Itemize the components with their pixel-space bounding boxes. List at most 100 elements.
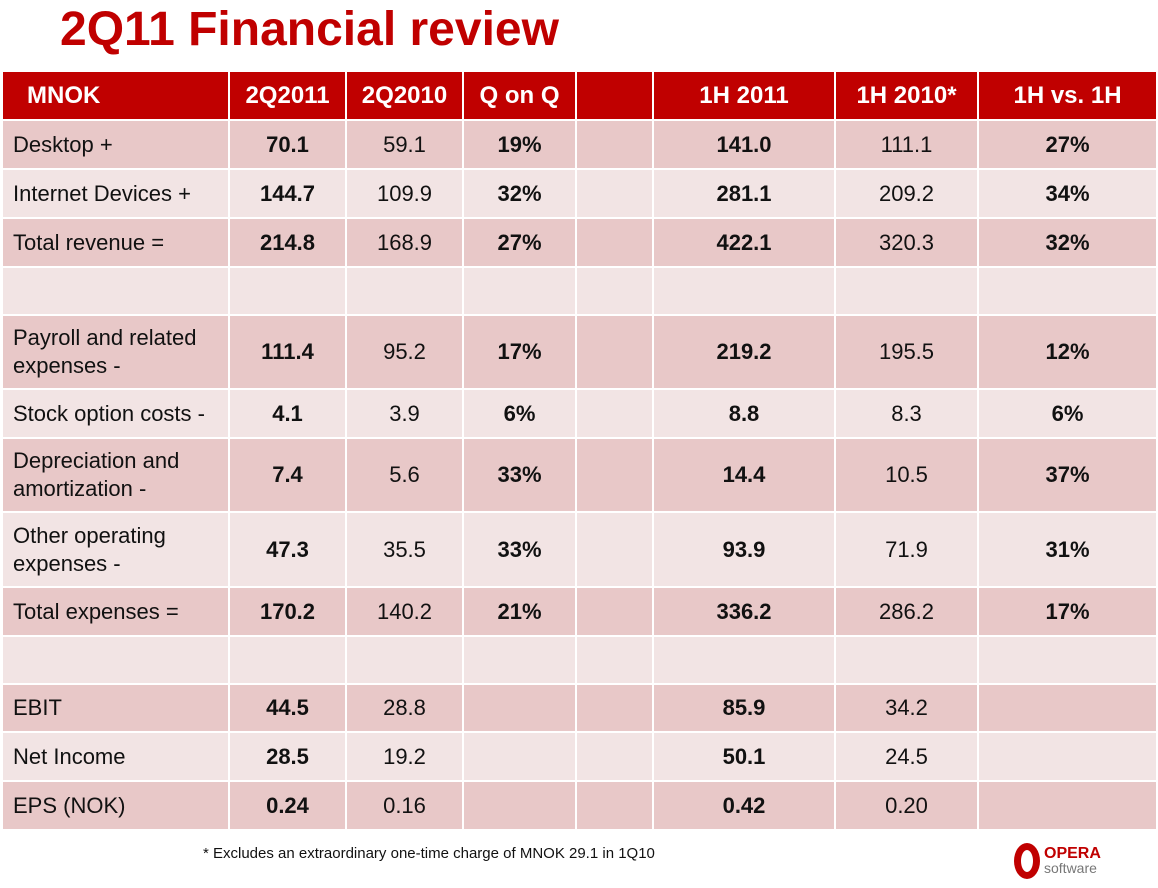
table-row: EPS (NOK) 0.24 0.16 0.42 0.20	[1, 780, 1158, 831]
table-cell: 34.2	[834, 683, 979, 733]
page-title: 2Q11 Financial review	[60, 3, 559, 56]
table-cell	[462, 266, 577, 316]
table-cell: 31%	[977, 511, 1158, 588]
table-cell: 6%	[462, 388, 577, 439]
table-cell	[575, 266, 654, 316]
table-cell: 0.42	[652, 780, 836, 831]
table-cell: 47.3	[228, 511, 347, 588]
table-cell: 8.3	[834, 388, 979, 439]
row-label: EPS (NOK)	[1, 780, 230, 831]
table-cell: 14.4	[652, 437, 836, 513]
table-cell	[575, 119, 654, 170]
table-row: Total expenses = 170.2 140.2 21% 336.2 286.2 1…	[1, 586, 1158, 637]
footnote: * Excludes an extraordinary one-time cha…	[203, 845, 655, 862]
table-cell: 85.9	[652, 683, 836, 733]
table-cell: 19.2	[345, 731, 464, 782]
row-label: Net Income	[1, 731, 230, 782]
table-cell: 70.1	[228, 119, 347, 170]
table-cell	[977, 731, 1158, 782]
column-header: Q on Q	[462, 70, 577, 121]
opera-logo: OPERA software	[1014, 843, 1101, 879]
table-cell: 28.5	[228, 731, 347, 782]
logo-name: OPERA	[1044, 845, 1101, 862]
table-cell	[977, 780, 1158, 831]
table-row	[1, 266, 1158, 316]
table-cell: 170.2	[228, 586, 347, 637]
row-label	[1, 635, 230, 685]
table-cell: 7.4	[228, 437, 347, 513]
table-row: Payroll and related expenses -111.4 95.2 1…	[1, 314, 1158, 390]
column-header: 1H vs. 1H	[977, 70, 1158, 121]
table-cell	[575, 511, 654, 588]
table-cell: 95.2	[345, 314, 464, 390]
table-cell: 24.5	[834, 731, 979, 782]
table-cell: 12%	[977, 314, 1158, 390]
table-cell: 93.9	[652, 511, 836, 588]
table-cell: 111.1	[834, 119, 979, 170]
row-label: Total expenses =	[1, 586, 230, 637]
row-label: Total revenue =	[1, 217, 230, 268]
table-cell: 168.9	[345, 217, 464, 268]
row-label: Internet Devices +	[1, 168, 230, 219]
table-cell: 33%	[462, 511, 577, 588]
table-cell: 195.5	[834, 314, 979, 390]
table-cell: 214.8	[228, 217, 347, 268]
table-cell	[462, 635, 577, 685]
table-cell: 109.9	[345, 168, 464, 219]
table-cell: 59.1	[345, 119, 464, 170]
column-header	[575, 70, 654, 121]
table-cell: 3.9	[345, 388, 464, 439]
row-label: Other operating expenses -	[1, 511, 230, 588]
table-cell	[575, 217, 654, 268]
table-cell: 17%	[462, 314, 577, 390]
table-cell	[575, 168, 654, 219]
table-cell: 19%	[462, 119, 577, 170]
table-cell: 32%	[977, 217, 1158, 268]
logo-sub: software	[1044, 860, 1097, 876]
table-cell	[228, 635, 347, 685]
table-row: Depreciation and amortization -7.4 5.6 33%…	[1, 437, 1158, 513]
table-row: Stock option costs -4.1 3.9 6% 8.8 8.3 6%	[1, 388, 1158, 439]
table-cell: 281.1	[652, 168, 836, 219]
table-cell: 33%	[462, 437, 577, 513]
table-cell: 10.5	[834, 437, 979, 513]
table-cell	[575, 314, 654, 390]
table-cell	[575, 731, 654, 782]
column-header: 2Q2010	[345, 70, 464, 121]
column-header: 1H 2010*	[834, 70, 979, 121]
table-cell	[977, 683, 1158, 733]
table-cell	[834, 266, 979, 316]
table-cell: 144.7	[228, 168, 347, 219]
table-cell: 5.6	[345, 437, 464, 513]
table-cell: 44.5	[228, 683, 347, 733]
table-cell	[345, 635, 464, 685]
row-label: EBIT	[1, 683, 230, 733]
table-cell: 17%	[977, 586, 1158, 637]
table-cell	[834, 635, 979, 685]
table-cell: 35.5	[345, 511, 464, 588]
row-label: Stock option costs -	[1, 388, 230, 439]
table-row: Other operating expenses -47.3 35.5 33% 93.…	[1, 511, 1158, 588]
table-cell: 320.3	[834, 217, 979, 268]
table-cell: 21%	[462, 586, 577, 637]
table-cell: 4.1	[228, 388, 347, 439]
table-cell	[575, 683, 654, 733]
table-cell: 286.2	[834, 586, 979, 637]
table-cell	[977, 266, 1158, 316]
table-cell: 0.24	[228, 780, 347, 831]
opera-o-icon	[1014, 843, 1040, 879]
financial-table: MNOK 2Q2011 2Q2010 Q on Q 1H 2011 1H 2010* 1H …	[1, 70, 1158, 831]
table-cell	[462, 780, 577, 831]
table-cell: 336.2	[652, 586, 836, 637]
row-label: Payroll and related expenses -	[1, 314, 230, 390]
table-cell: 32%	[462, 168, 577, 219]
table-cell	[575, 437, 654, 513]
table-cell: 219.2	[652, 314, 836, 390]
table-cell: 71.9	[834, 511, 979, 588]
table-row: Internet Devices +144.7 109.9 32% 281.1 209.…	[1, 168, 1158, 219]
table-cell	[575, 388, 654, 439]
row-label	[1, 266, 230, 316]
table-cell	[462, 683, 577, 733]
column-header: MNOK	[1, 70, 230, 121]
table-row: Total revenue = 214.8 168.9 27% 422.1 320.3 32…	[1, 217, 1158, 268]
